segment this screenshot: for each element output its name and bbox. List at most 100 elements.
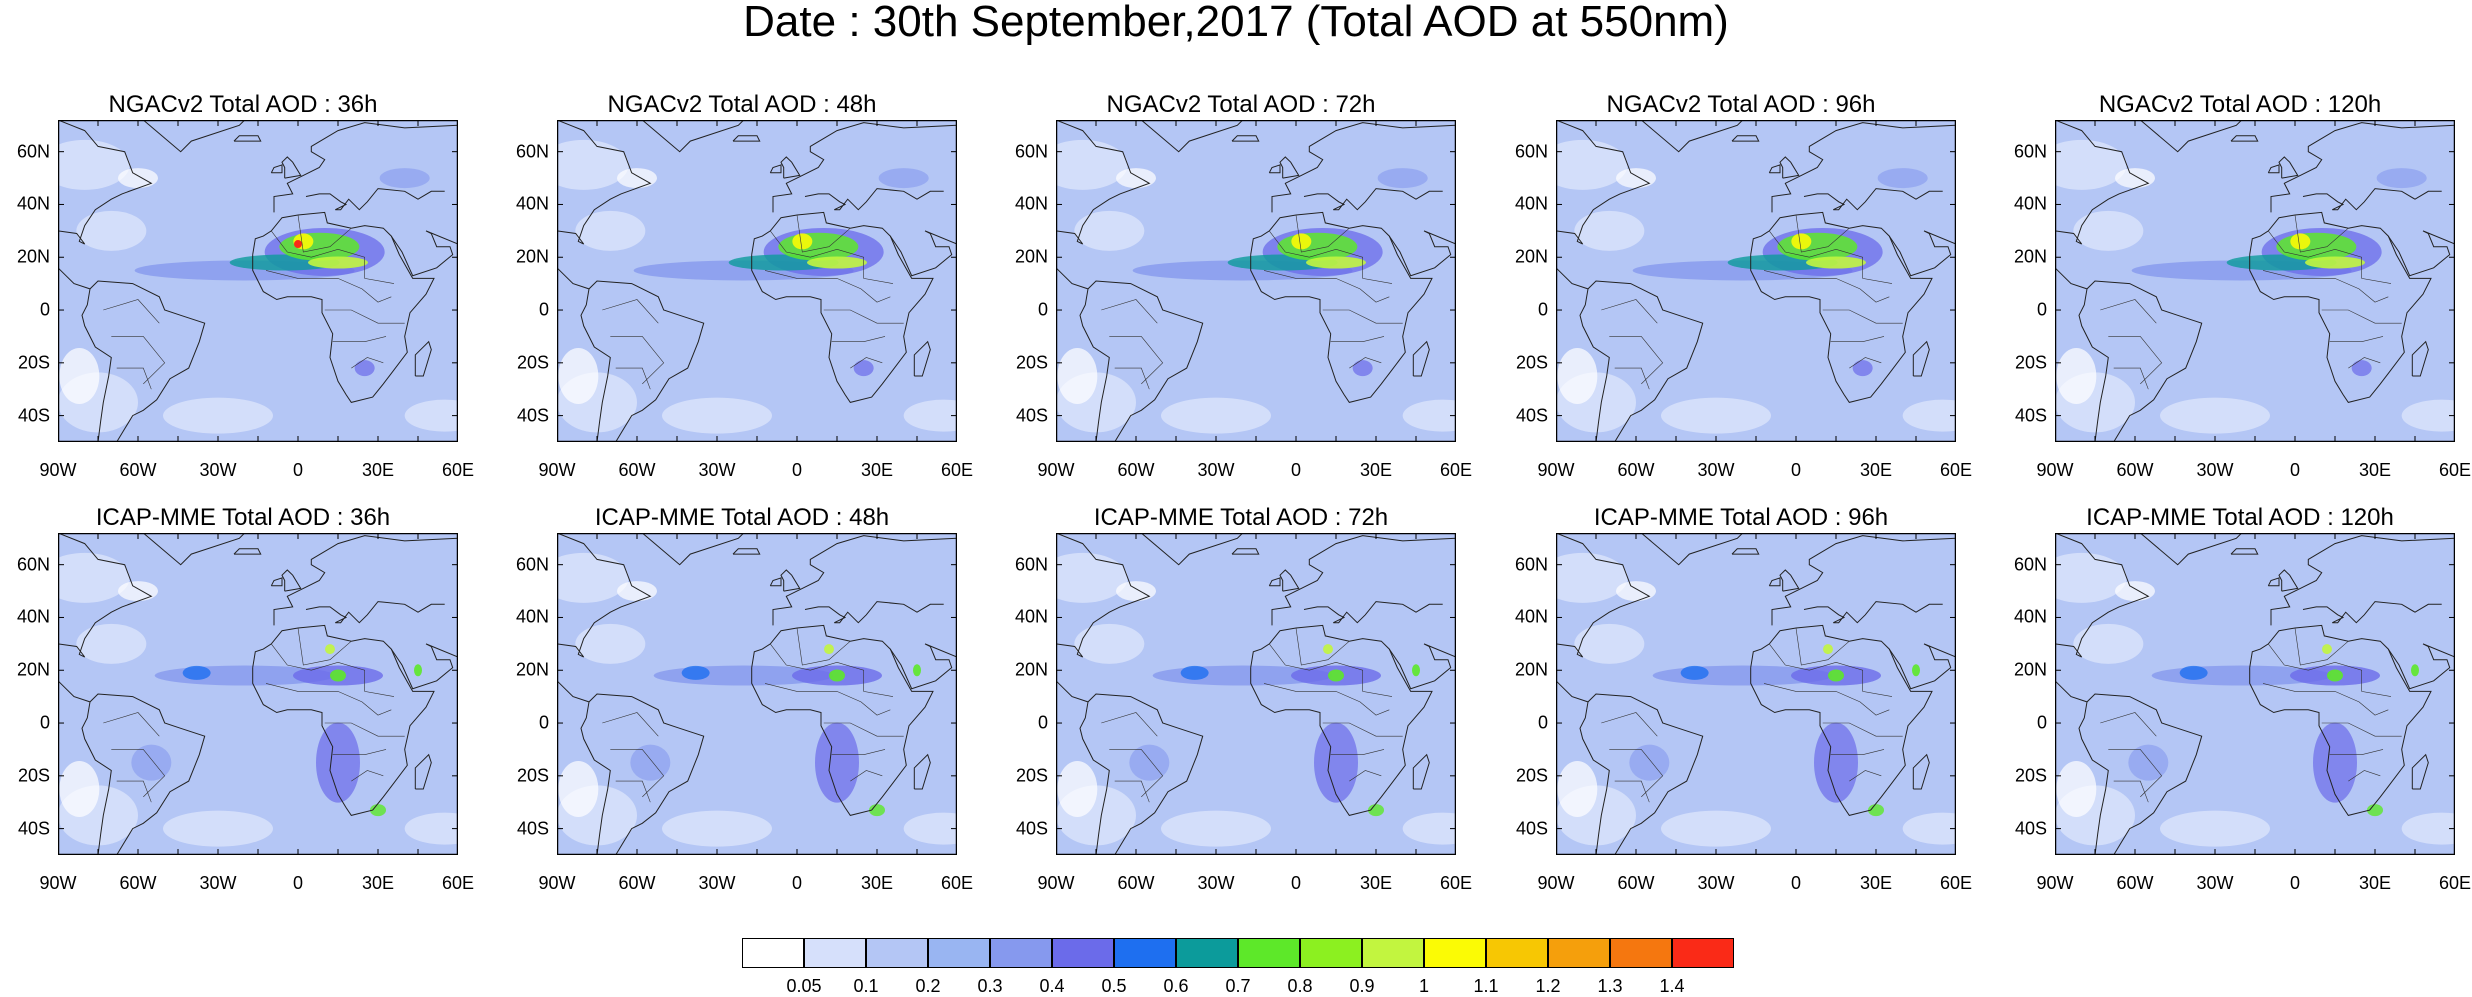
map-panel: ICAP-MME Total AOD : 120h 60N 40N 20N 0 20S 40… — [2005, 505, 2471, 894]
lat-label: 40N — [16, 606, 50, 627]
lat-label: 20N — [16, 246, 50, 267]
lon-label: 0 — [1290, 460, 1302, 480]
lat-label: 20N — [2013, 659, 2047, 680]
panel-title: NGACv2 Total AOD : 96h — [1606, 91, 1876, 118]
map-frame — [2055, 533, 2455, 855]
lon-label: 30W — [199, 873, 237, 893]
colorbar-box — [1672, 938, 1734, 968]
lat-label: 20S — [1515, 765, 1548, 786]
colorbar-label: 0.8 — [1287, 976, 1313, 996]
colorbar-box — [1176, 938, 1238, 968]
lon-label: 30E — [1359, 873, 1393, 893]
lat-label: 40N — [515, 606, 549, 627]
colorbar-label: 1.3 — [1597, 976, 1623, 996]
lon-label: 30E — [1859, 873, 1893, 893]
lat-label: 40N — [1014, 606, 1048, 627]
colorbar-box — [866, 938, 928, 968]
aod-map — [1056, 120, 1456, 442]
lat-label: 40N — [1014, 193, 1048, 214]
colorbar-label: 0.7 — [1225, 976, 1251, 996]
map-panel: NGACv2 Total AOD : 36h 60N 40N 20N 0 20S 40S 90… — [8, 92, 474, 481]
lon-label: 60W — [2116, 873, 2154, 893]
lat-label: 0 — [538, 299, 549, 320]
colorbar-box — [990, 938, 1052, 968]
lon-label: 60W — [1117, 873, 1155, 893]
lon-label: 30W — [1697, 460, 1735, 480]
lat-label: 40S — [17, 818, 50, 839]
figure-title: Date : 30th September,2017 (Total AOD at… — [743, 0, 1729, 46]
map-panel: ICAP-MME Total AOD : 96h 60N 40N 20N 0 20S 40S… — [1506, 505, 1972, 894]
lon-label: 60E — [441, 460, 475, 480]
lon-label: 90W — [538, 460, 576, 480]
lon-label: 0 — [292, 460, 304, 480]
colorbar-label: 1.4 — [1659, 976, 1685, 996]
aod-map — [1556, 120, 1956, 442]
lon-label: 90W — [1537, 873, 1575, 893]
lat-label: 0 — [39, 299, 50, 320]
lon-label: 90W — [39, 873, 77, 893]
lon-label: 30W — [199, 460, 237, 480]
lon-label: 30E — [2358, 460, 2392, 480]
lat-label: 40S — [1015, 405, 1048, 426]
colorbar-label: 0.2 — [915, 976, 941, 996]
lat-label: 60N — [515, 141, 549, 162]
lon-label: 90W — [1537, 460, 1575, 480]
lat-label: 20S — [516, 765, 549, 786]
panel-title: NGACv2 Total AOD : 72h — [1106, 91, 1376, 118]
colorbar-box — [1238, 938, 1300, 968]
lon-label: 90W — [1037, 873, 1075, 893]
lat-label: 60N — [1014, 141, 1048, 162]
lon-label: 0 — [292, 873, 304, 893]
panel-title: NGACv2 Total AOD : 48h — [607, 91, 877, 118]
lat-label: 60N — [1514, 554, 1548, 575]
lon-label: 60E — [940, 460, 974, 480]
lon-label: 60E — [2438, 873, 2472, 893]
lon-label: 60W — [2116, 460, 2154, 480]
lon-label: 60W — [119, 873, 157, 893]
aod-map — [557, 533, 957, 855]
lat-label: 20S — [1015, 765, 1048, 786]
lat-label: 0 — [39, 712, 50, 733]
lat-label: 0 — [538, 712, 549, 733]
lon-label: 30E — [1859, 460, 1893, 480]
lat-label: 40N — [2013, 193, 2047, 214]
lon-label: 60E — [2438, 460, 2472, 480]
colorbar-label: 0.4 — [1039, 976, 1065, 996]
lat-label: 40S — [1515, 818, 1548, 839]
lon-label: 30W — [698, 460, 736, 480]
colorbar-label: 1.2 — [1535, 976, 1561, 996]
lon-label: 30E — [860, 460, 894, 480]
lat-label: 40S — [2014, 405, 2047, 426]
map-frame — [1556, 533, 1956, 855]
lat-label: 20S — [516, 352, 549, 373]
aod-map — [557, 120, 957, 442]
lon-label: 30E — [2358, 873, 2392, 893]
map-frame — [2055, 120, 2455, 442]
lat-label: 20N — [1014, 659, 1048, 680]
lon-label: 60E — [1939, 460, 1973, 480]
lat-label: 20N — [515, 246, 549, 267]
lon-label: 30W — [1697, 873, 1735, 893]
colorbar-label: 1.1 — [1473, 976, 1499, 996]
aod-map — [2055, 533, 2455, 855]
lat-label: 40N — [1514, 606, 1548, 627]
map-panel: NGACv2 Total AOD : 72h 60N 40N 20N 0 20S 40S 90… — [1006, 92, 1472, 481]
lat-label: 0 — [2036, 712, 2047, 733]
panel-title: ICAP-MME Total AOD : 72h — [1093, 504, 1389, 531]
map-frame — [1556, 120, 1956, 442]
lon-label: 30E — [860, 873, 894, 893]
lon-label: 0 — [2289, 460, 2301, 480]
colorbar-label: 0.1 — [853, 976, 879, 996]
aod-map — [2055, 120, 2455, 442]
colorbar-label: 0.6 — [1163, 976, 1189, 996]
map-panel: NGACv2 Total AOD : 96h 60N 40N 20N 0 20S 40S 90… — [1506, 92, 1972, 481]
lon-label: 30W — [1197, 460, 1235, 480]
lon-label: 30E — [1359, 460, 1393, 480]
colorbar-box — [1300, 938, 1362, 968]
lat-label: 40S — [2014, 818, 2047, 839]
lat-label: 40N — [2013, 606, 2047, 627]
lon-label: 60W — [618, 460, 656, 480]
map-frame — [1056, 533, 1456, 855]
lat-label: 0 — [1537, 712, 1548, 733]
lon-label: 90W — [538, 873, 576, 893]
